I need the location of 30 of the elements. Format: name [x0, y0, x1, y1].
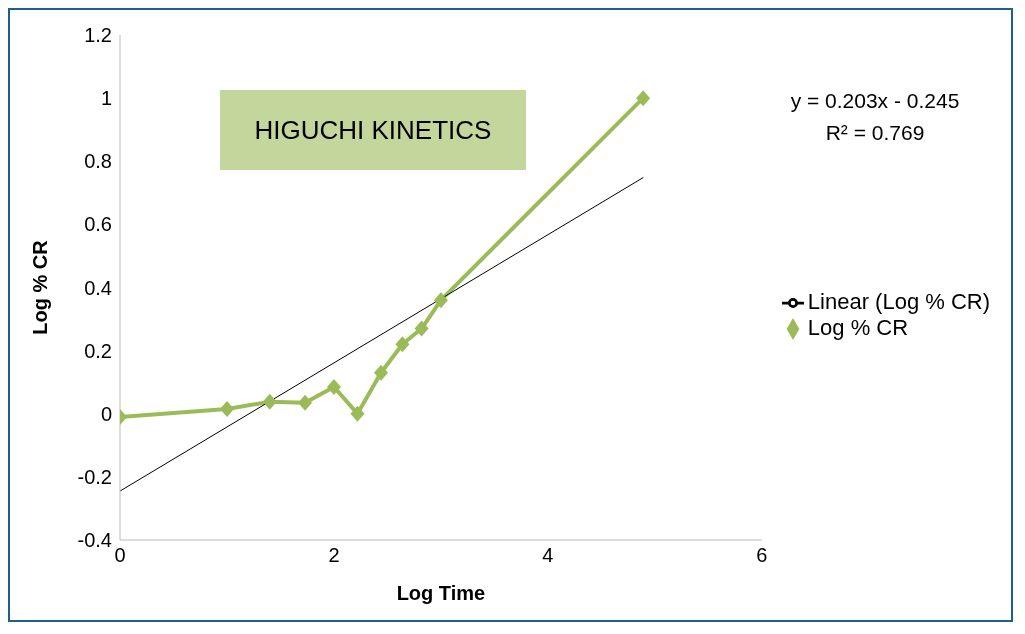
point: [636, 90, 651, 107]
point: [374, 364, 388, 381]
x-tick-label: 4: [542, 544, 554, 567]
y-tick-label: 0.2: [84, 339, 112, 362]
y-tick-label: 0.6: [84, 213, 112, 236]
x-axis-title: Log Time: [396, 582, 486, 604]
y-tick-label: -0.2: [77, 465, 112, 488]
point: [414, 320, 429, 337]
x-tick-label: 0: [114, 544, 126, 567]
legend-label: Linear (Log % CR): [807, 289, 990, 314]
y-tick-label: -0.4: [77, 529, 112, 552]
point: [350, 405, 365, 422]
legend-label: Log % CR: [807, 315, 909, 340]
text: R² = 0.769: [824, 120, 926, 146]
point: [433, 292, 448, 309]
y-tick-label: 1: [100, 87, 112, 110]
y-axis-title: Log % CR: [29, 239, 52, 335]
y-tick-label: 0.8: [84, 150, 112, 173]
y-tick-label: 1.2: [84, 24, 112, 47]
text: y = 0.203x - 0.245: [789, 88, 961, 114]
point: [326, 378, 341, 395]
point: [262, 393, 277, 410]
point: [219, 401, 234, 418]
point: [395, 336, 410, 353]
x-tick-label: 6: [756, 544, 768, 567]
text: HIGUCHI KINETICS: [220, 90, 526, 170]
y-tick-label: 0: [100, 402, 112, 425]
y-tick-label: 0.4: [84, 276, 112, 299]
point: [298, 394, 313, 411]
x-tick-label: 2: [328, 544, 340, 567]
